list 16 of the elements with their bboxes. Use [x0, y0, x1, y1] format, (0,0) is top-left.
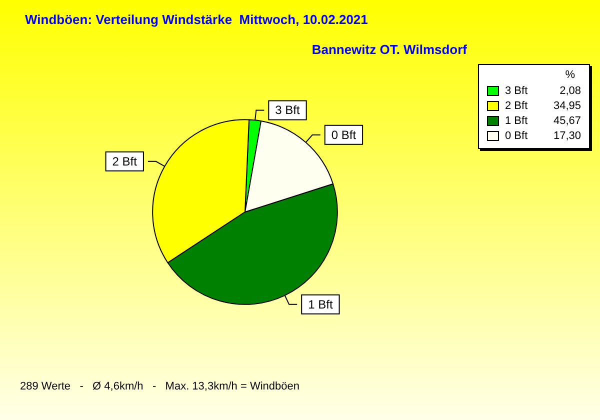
legend-label: 1 Bft	[505, 114, 529, 126]
slice-label: 0 Bft	[331, 128, 357, 142]
slice-label: 2 Bft	[112, 154, 138, 168]
data-label: 17,30	[552, 130, 581, 142]
legend-label: 3 Bft	[505, 84, 529, 96]
data-label: 45,67	[552, 114, 581, 126]
slice-label: 1 Bft	[308, 297, 334, 312]
slice-label: 3 Bft	[275, 103, 301, 118]
legend-label: 0 Bft	[505, 130, 529, 142]
chart-subtitle: Bannewitz OT. Wilmsdorf	[312, 42, 468, 57]
data-label: 2,08	[558, 84, 581, 96]
legend-label: 2 Bft	[505, 100, 529, 112]
chart-title: Windböen: Verteilung Windstärke Mittwoch, 10.02.2021	[25, 12, 368, 27]
legend-title: %	[564, 69, 576, 83]
data-label: 34,95	[552, 100, 581, 112]
text: 289 Werte - Ø 4,6km/h - Max. 13,3km/h = Windböen	[20, 380, 300, 392]
